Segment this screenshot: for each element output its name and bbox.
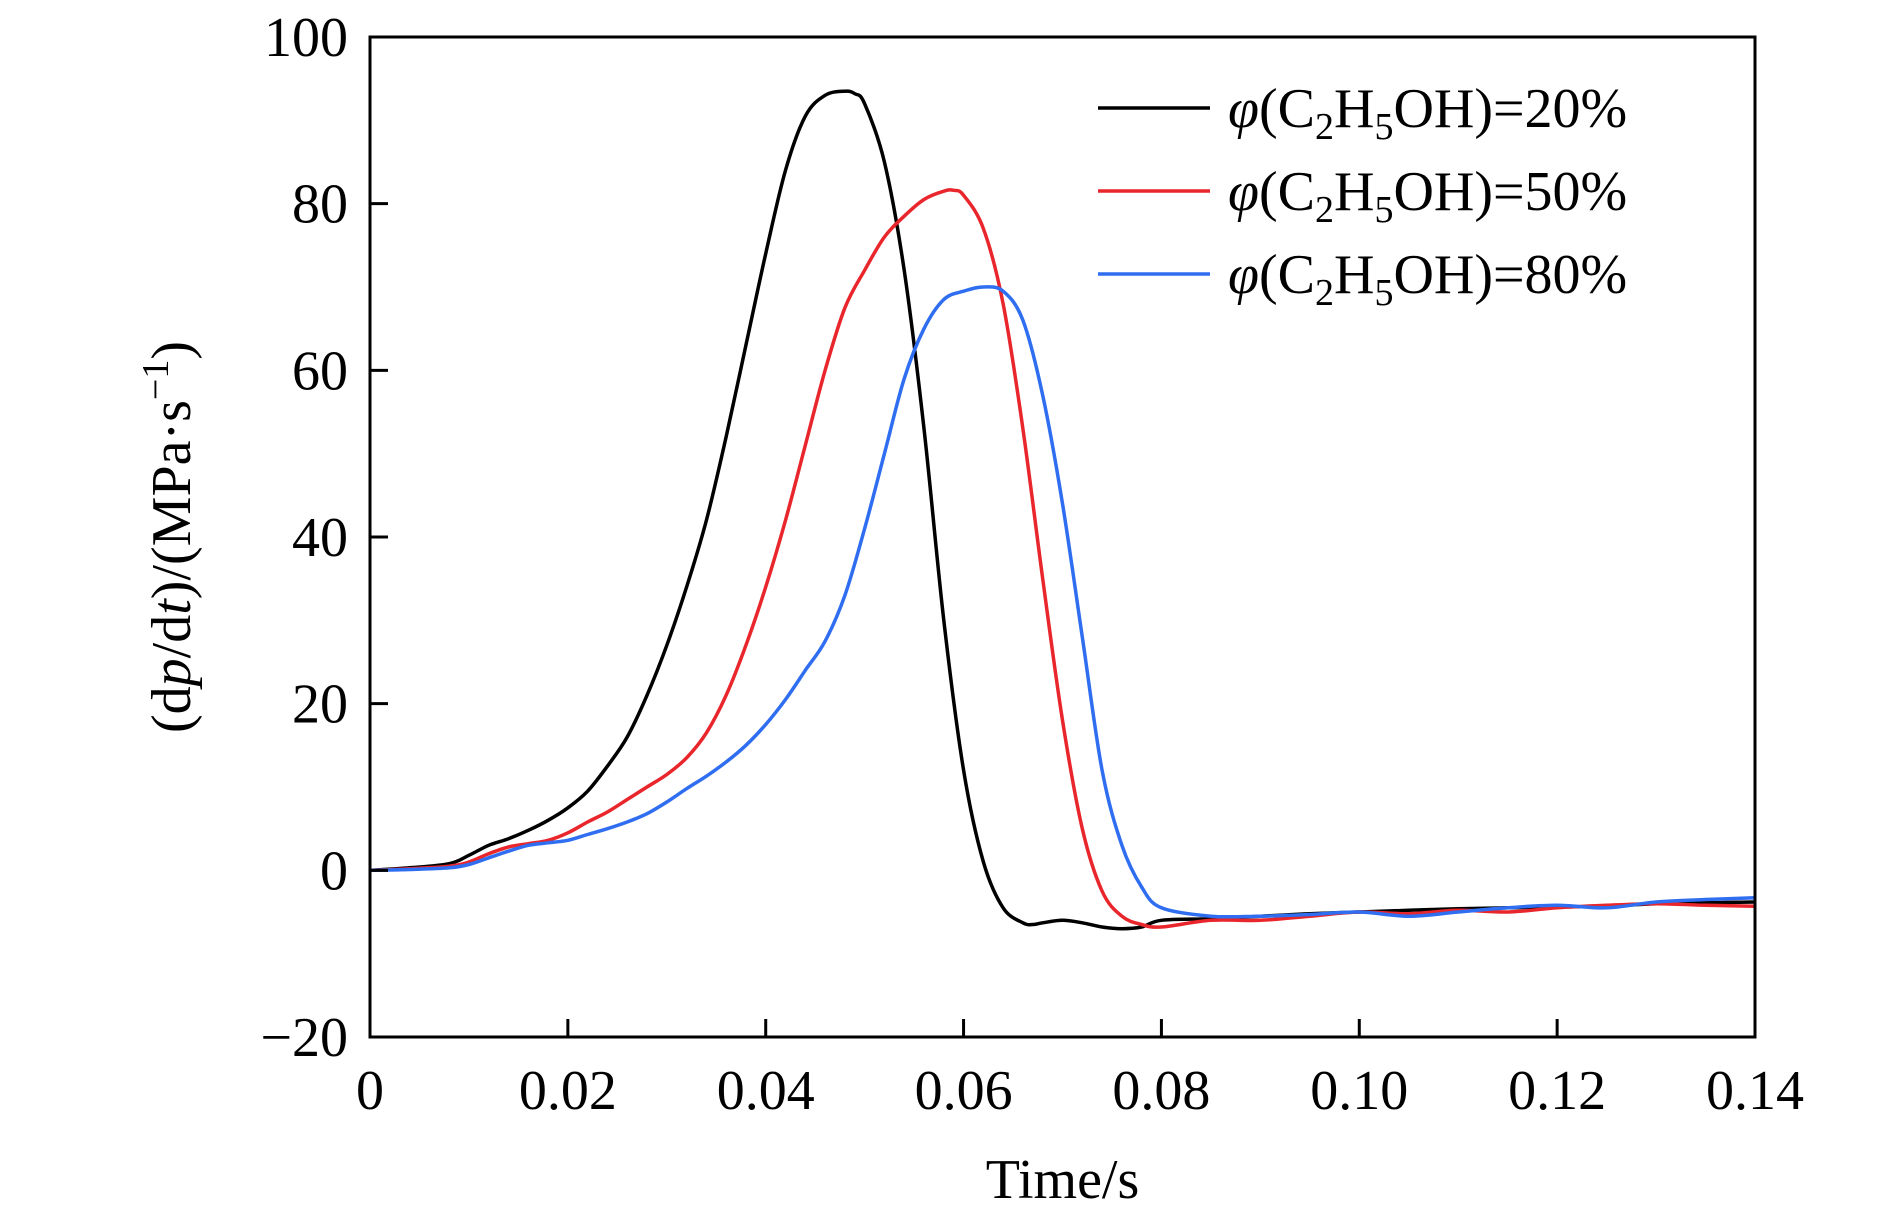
legend-item-2: φ(C2H5OH)=50% <box>1098 161 1627 231</box>
y-label-part-7: ) <box>141 341 203 360</box>
y-label-part-1: (d <box>141 686 203 733</box>
x-tick-label: 0.08 <box>1112 1060 1210 1122</box>
x-tick-label: 0.06 <box>915 1060 1013 1122</box>
legend: φ(C2H5OH)=20% φ(C2H5OH)=50% φ(C2H5OH)=80% <box>1098 78 1627 314</box>
x-tick-label: 0.02 <box>519 1060 617 1122</box>
y-label-part-5: )/(MPa·s <box>141 400 203 599</box>
x-tick-label: 0.14 <box>1706 1060 1804 1122</box>
x-tick-label: 0.10 <box>1310 1060 1408 1122</box>
legend-item-1: φ(C2H5OH)=20% <box>1098 78 1627 148</box>
x-tick-label: 0.12 <box>1508 1060 1606 1122</box>
legend-item-3: φ(C2H5OH)=80% <box>1098 244 1627 314</box>
y-tick-label: 100 <box>264 7 348 69</box>
y-tick-label: 20 <box>292 674 348 736</box>
ticks-layer <box>368 35 1757 1039</box>
y-tick-label: 40 <box>292 507 348 569</box>
x-axis-label: Time/s <box>986 1149 1140 1211</box>
y-label-exponent: −1 <box>135 360 177 400</box>
series-layer <box>369 89 1756 931</box>
y-tick-label: 60 <box>292 340 348 402</box>
y-tick-label: 0 <box>320 840 348 902</box>
legend-label: φ(C2H5OH)=20% <box>1228 78 1627 148</box>
series-line-3 <box>369 285 1756 919</box>
legend-label: φ(C2H5OH)=80% <box>1228 244 1627 314</box>
y-label-part-3: /d <box>141 615 203 659</box>
x-tick-label: 0 <box>356 1060 384 1122</box>
x-tick-label: 0.04 <box>717 1060 815 1122</box>
y-label-p: p <box>141 658 203 690</box>
y-label-t: t <box>141 598 203 615</box>
y-tick-label: 80 <box>292 174 348 236</box>
y-tick-label: −20 <box>260 1007 348 1069</box>
legend-label: φ(C2H5OH)=50% <box>1228 161 1627 231</box>
y-axis-label: (dp/dt)/(MPa·s−1) <box>135 341 203 733</box>
tick-labels-layer: 0 0.02 0.04 0.06 0.08 0.10 0.12 0.14−2002040608… <box>260 7 1804 1122</box>
